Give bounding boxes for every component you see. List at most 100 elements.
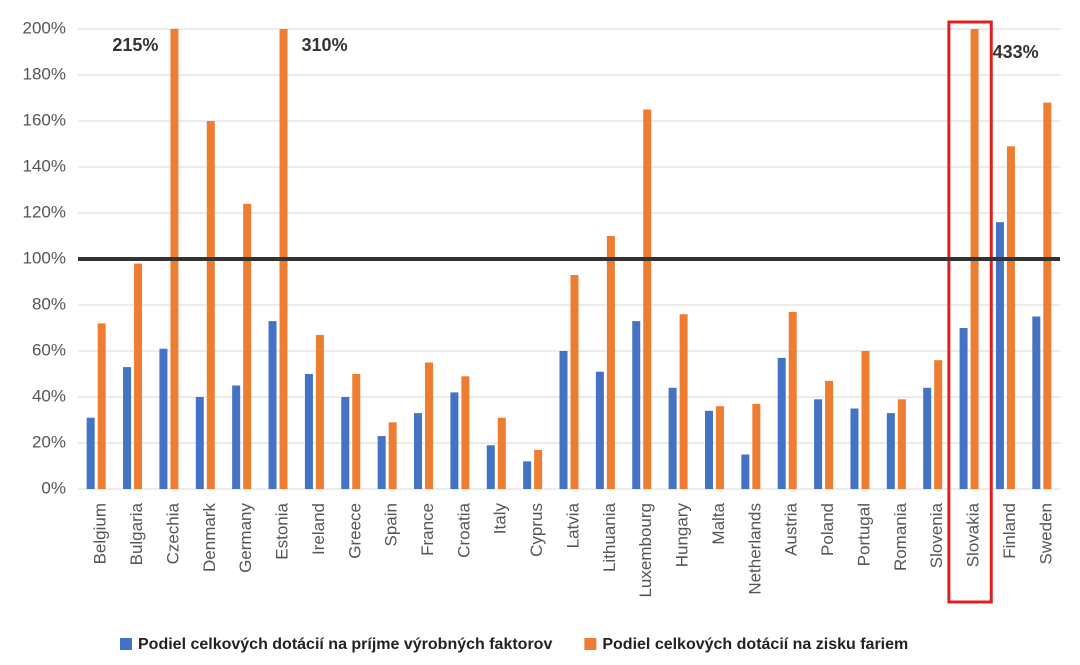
bar	[1043, 102, 1052, 489]
y-tick-label: 100%	[23, 248, 66, 267]
x-tick-label: Romania	[891, 502, 910, 571]
bar	[414, 413, 423, 489]
bar	[923, 387, 932, 489]
bar	[559, 351, 568, 489]
x-tick-label: Poland	[818, 503, 837, 556]
y-tick-label: 80%	[32, 294, 66, 313]
x-tick-label: Lithuania	[600, 502, 619, 572]
x-tick-label: Luxembourg	[636, 503, 655, 598]
x-tick-label: Czechia	[163, 502, 182, 564]
bar	[315, 334, 324, 489]
x-tick-label: Germany	[236, 503, 255, 573]
bar	[825, 380, 834, 489]
x-tick-label: Portugal	[854, 503, 873, 566]
bars	[86, 29, 1052, 490]
bar	[523, 461, 532, 489]
legend-swatch	[584, 638, 597, 650]
y-tick-label: 140%	[23, 156, 66, 175]
highlight-box	[947, 20, 993, 604]
bar	[814, 399, 823, 489]
bar	[388, 422, 397, 489]
bar	[704, 410, 713, 489]
bar	[86, 417, 95, 489]
y-tick-label: 160%	[23, 110, 66, 129]
x-tick-label: Denmark	[200, 503, 219, 572]
x-tick-label: Estonia	[273, 502, 292, 559]
y-tick-label: 200%	[23, 18, 66, 37]
x-tick-label: Finland	[1000, 503, 1019, 559]
bar	[341, 397, 350, 489]
bar	[1032, 316, 1041, 489]
bar	[232, 385, 241, 489]
bar	[570, 275, 579, 489]
bar	[170, 29, 179, 489]
value-label: 215%	[112, 35, 158, 55]
bar	[777, 357, 786, 489]
x-tick-label: Hungary	[673, 503, 692, 568]
legend-label: Podiel celkových dotácií na príjme výrob…	[138, 636, 552, 653]
bar	[632, 321, 641, 489]
bar	[195, 397, 204, 489]
bar	[595, 371, 604, 489]
bar	[159, 348, 168, 489]
x-tick-label: Austria	[782, 502, 801, 555]
x-tick-label: Sweden	[1036, 503, 1055, 564]
bar	[352, 374, 361, 489]
y-tick-label: 120%	[23, 202, 66, 221]
bar	[425, 362, 434, 489]
bar	[243, 203, 252, 490]
bar	[450, 392, 459, 489]
x-tick-label: Ireland	[309, 503, 328, 555]
bar	[850, 408, 859, 489]
bar	[486, 445, 495, 489]
bar	[741, 454, 750, 489]
bar	[123, 367, 132, 489]
x-tick-label: Italy	[491, 503, 510, 535]
bar	[304, 374, 313, 489]
bar	[97, 323, 106, 489]
bar	[268, 321, 277, 489]
x-tick-label: Malta	[709, 502, 728, 544]
bar	[897, 399, 906, 489]
x-tick-label: Greece	[345, 503, 364, 559]
bar	[715, 406, 724, 489]
bar	[377, 436, 386, 489]
bar	[134, 263, 143, 489]
bar	[886, 413, 895, 489]
value-label: 433%	[993, 42, 1039, 62]
bar	[206, 121, 215, 489]
y-tick-label: 0%	[41, 478, 66, 497]
y-tick-label: 20%	[32, 432, 66, 451]
y-tick-label: 40%	[32, 386, 66, 405]
x-tick-label: Spain	[382, 503, 401, 546]
bar	[279, 29, 288, 489]
x-tick-label: Latvia	[563, 502, 582, 548]
bar	[1006, 146, 1015, 490]
bar	[934, 360, 943, 489]
bar	[606, 236, 615, 489]
bar	[995, 222, 1004, 489]
bar	[534, 449, 543, 489]
x-tick-label: Croatia	[454, 502, 473, 557]
bar	[752, 403, 761, 489]
bar	[497, 417, 506, 489]
bar	[959, 328, 968, 489]
bar	[861, 351, 870, 489]
x-tick-label: Bulgaria	[127, 502, 146, 565]
bar	[788, 311, 797, 489]
x-tick-label: Netherlands	[745, 503, 764, 595]
x-tick-label: Slovenia	[927, 502, 946, 568]
y-tick-label: 60%	[32, 340, 66, 359]
x-tick-label: Belgium	[91, 503, 110, 564]
bar	[668, 387, 677, 489]
bar	[643, 109, 652, 489]
legend-label: Podiel celkových dotácií na zisku fariem	[602, 636, 908, 653]
bar	[970, 29, 979, 490]
value-label: 310%	[302, 35, 348, 55]
x-tick-label: Cyprus	[527, 503, 546, 557]
y-tick-label: 180%	[23, 64, 66, 83]
x-tick-label: Slovakia	[964, 502, 983, 567]
bar	[679, 314, 688, 489]
legend-swatch	[120, 638, 132, 650]
